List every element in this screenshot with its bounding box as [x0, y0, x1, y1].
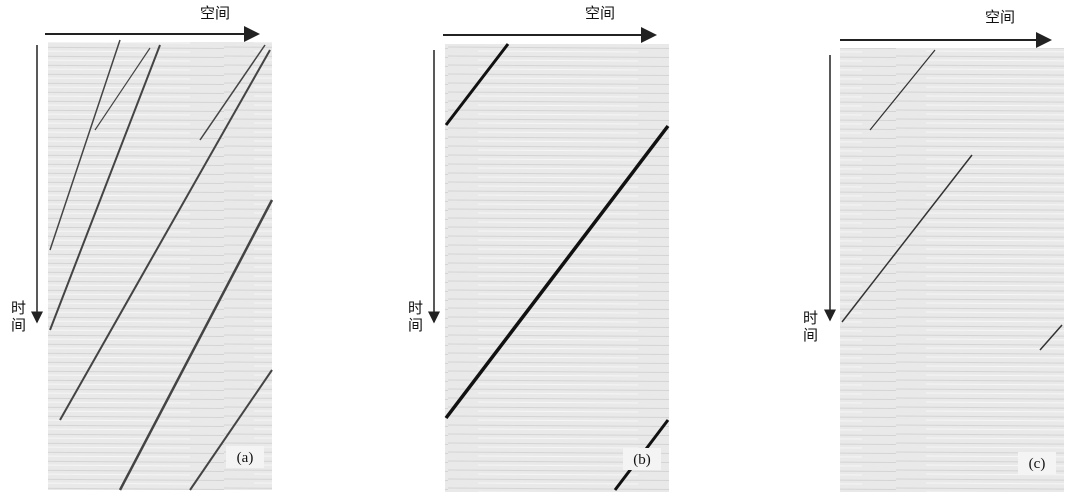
x-axis-label: 空间 [585, 4, 615, 22]
panel-label: (a) [237, 450, 254, 466]
x-axis-label: 空间 [200, 4, 230, 22]
figure: 空间时间 (a) 空间时间 (b) 空间时间 (c) [0, 0, 1068, 492]
x-axis-label: 空间 [985, 8, 1015, 26]
y-axis-label: 时间 [406, 300, 424, 334]
space-time-image [445, 44, 669, 492]
panel-label: (c) [1029, 456, 1046, 472]
space-time-image [840, 48, 1064, 492]
y-axis-label: 时间 [9, 300, 27, 334]
panel-label: (b) [633, 452, 651, 468]
y-axis-label: 时间 [801, 310, 819, 344]
